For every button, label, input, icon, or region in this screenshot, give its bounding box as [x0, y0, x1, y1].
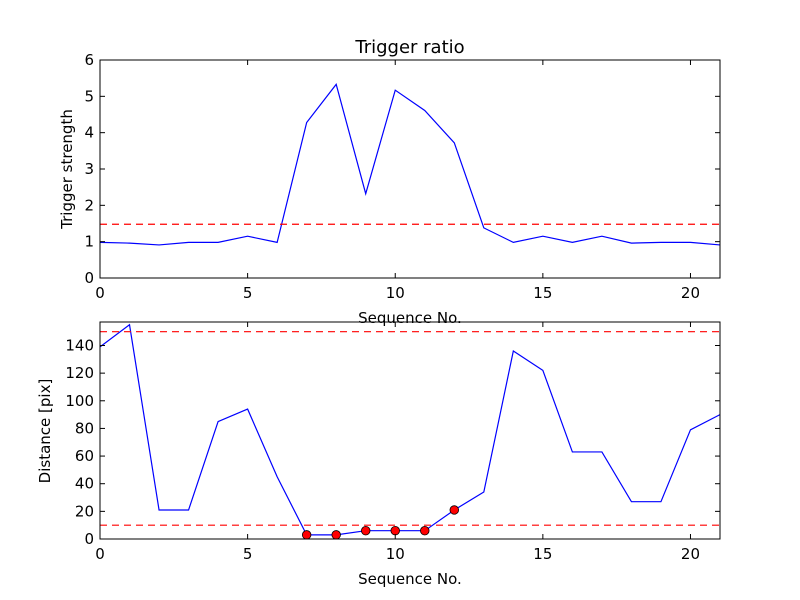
x-tick-label: 10: [386, 284, 405, 302]
x-tick-label: 5: [243, 545, 253, 563]
y-tick-label: 100: [65, 392, 94, 410]
x-tick-label: 0: [95, 284, 105, 302]
y-tick-label: 120: [65, 364, 94, 382]
x-tick-label: 5: [243, 284, 253, 302]
y-axis-label: Trigger strength: [58, 109, 76, 230]
x-tick-label: 10: [386, 545, 405, 563]
data-point: [420, 526, 430, 536]
y-tick-label: 20: [75, 502, 94, 520]
x-axis-label: Sequence No.: [358, 309, 462, 327]
y-tick-label: 40: [75, 475, 94, 493]
axes-frame: [99, 321, 721, 540]
y-tick-label: 140: [65, 336, 94, 354]
x-tick-label: 20: [681, 545, 700, 563]
x-tick-label: 15: [533, 545, 552, 563]
y-tick-label: 5: [84, 87, 94, 105]
y-tick-label: 3: [84, 160, 94, 178]
x-tick-label: 15: [533, 284, 552, 302]
x-tick-label: 0: [95, 545, 105, 563]
chart-title: Trigger ratio: [354, 37, 464, 58]
data-point: [390, 526, 400, 536]
data-point: [301, 530, 312, 540]
y-tick-label: 6: [84, 51, 94, 69]
trigger-ratio-subplot: Trigger ratio Sequence No. Trigger stren…: [58, 37, 721, 327]
y-tick-label: 1: [84, 233, 94, 251]
x-tick-label: 20: [681, 284, 700, 302]
y-tick-label: 0: [84, 530, 94, 548]
plot-area: [100, 83, 720, 246]
data-point: [449, 505, 459, 515]
data-point: [331, 530, 341, 540]
y-tick-label: 80: [75, 419, 94, 437]
series-line: [100, 83, 720, 246]
plot-area: [100, 323, 720, 536]
y-tick-label: 4: [84, 124, 94, 142]
distance-subplot: Sequence No. Distance [pix] 0 5 10 15 20 0 20 4…: [36, 321, 721, 588]
y-tick-label: 0: [84, 269, 94, 287]
data-point: [361, 526, 371, 536]
y-axis-label: Distance [pix]: [36, 379, 54, 484]
y-tick-label: 60: [75, 447, 94, 465]
y-tick-label: 2: [84, 196, 94, 214]
x-axis-label: Sequence No.: [358, 570, 462, 588]
series-line: [100, 323, 720, 536]
